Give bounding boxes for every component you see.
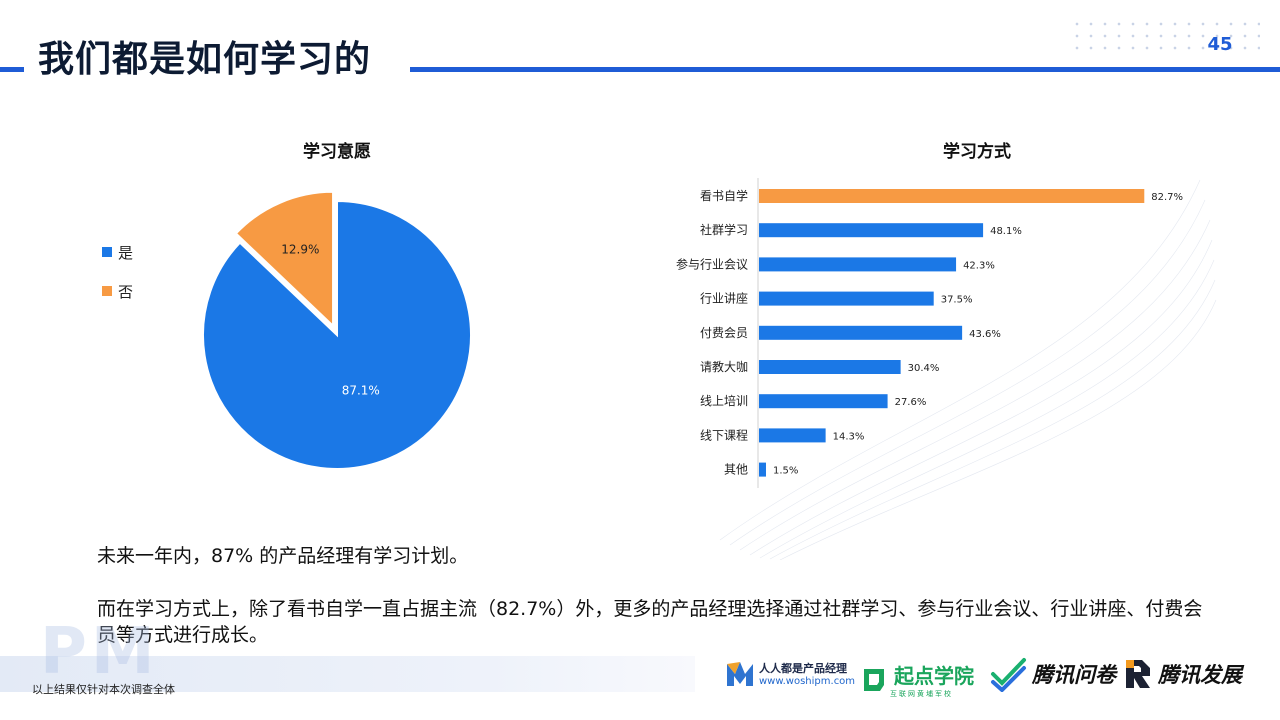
bar-6: [759, 394, 888, 409]
legend-item-yes: 是: [102, 242, 133, 262]
qidian-sub: 互联网黄埔军校: [890, 690, 953, 698]
bar-1: [759, 223, 984, 238]
page-number: 45: [1207, 34, 1233, 55]
bar-category-label: 社群学习: [700, 222, 748, 237]
title-stripe-left: [0, 67, 24, 72]
legend-item-no: 否: [102, 281, 133, 301]
bar-0: [759, 189, 1145, 203]
bar-value-label: 27.6%: [895, 397, 927, 408]
wenjuan-name: 腾讯问卷: [1032, 663, 1116, 687]
fazhan-name: 腾讯发展: [1158, 663, 1242, 687]
bar-value-label: 1.5%: [773, 466, 798, 477]
bar-category-label: 线上培训: [700, 393, 748, 408]
bar-category-label: 看书自学: [700, 188, 748, 203]
wenjuan-check-icon: [991, 658, 1026, 692]
renren-url: www.woshipm.com: [759, 675, 856, 687]
bar-value-label: 37.5%: [941, 295, 973, 306]
bar-chart: 看书自学 82.7% 社群学习 48.1% 参与行业会议 42.3% 行业讲座 37.5% 付费…: [676, 178, 1183, 488]
bar-category-label: 付费会员: [700, 326, 748, 340]
dot-grid-decoration: [1070, 18, 1260, 52]
logo-renren: 人人都是产品经理 www.woshipm.com: [725, 658, 855, 688]
bar-2: [759, 257, 957, 272]
background-wave-decoration: [719, 179, 1217, 560]
legend-label-yes: 是: [118, 243, 134, 262]
bar-8: [759, 462, 766, 477]
bar-category-label: 线下课程: [700, 427, 748, 442]
title-stripe-right: [410, 67, 1280, 72]
bar-value-label: 48.1%: [990, 226, 1022, 237]
legend-swatch-yes: [102, 247, 112, 257]
bar-value-label: 82.7%: [1151, 192, 1183, 203]
summary-line-2: 而在学习方式上，除了看书自学一直占据主流（82.7%）外，更多的产品经理选择通过…: [97, 598, 1203, 646]
bar-3: [759, 291, 934, 306]
bar-5: [759, 360, 901, 374]
footnote: 以上结果仅针对本次调查全体: [32, 683, 175, 696]
renren-name: 人人都是产品经理: [759, 661, 847, 675]
summary-line-1: 未来一年内，87% 的产品经理有学习计划。: [97, 545, 469, 567]
bar-category-label: 参与行业会议: [676, 256, 748, 271]
bar-value-label: 42.3%: [963, 260, 995, 271]
page-title: 我们都是如何学习的: [38, 39, 372, 80]
qidian-name: 起点学院: [894, 664, 974, 688]
bar-4: [759, 325, 963, 340]
legend-label-no: 否: [118, 282, 134, 301]
bar-value-label: 14.3%: [833, 431, 865, 442]
qidian-logo-icon: [864, 668, 884, 691]
bar-value-label: 43.6%: [969, 329, 1001, 340]
bar-category-label: 其他: [724, 463, 748, 477]
pie-slice-yes: [202, 199, 472, 470]
pie-label-no: 12.9%: [281, 242, 319, 256]
pie-chart: 87.1% 12.9%: [202, 190, 472, 470]
bar-category-label: 行业讲座: [700, 291, 748, 306]
renren-logo-icon: [727, 662, 753, 686]
logo-fazhan: 腾讯发展: [1122, 656, 1242, 692]
fazhan-logo-icon: [1126, 660, 1150, 688]
logo-wenjuan: 腾讯问卷: [990, 656, 1116, 692]
pie-chart-title: 学习意愿: [303, 142, 371, 162]
bar-category-label: 请教大咖: [700, 359, 748, 374]
bar-chart-title: 学习方式: [943, 142, 1011, 162]
pie-slice-no: [234, 190, 335, 329]
bar-7: [759, 428, 826, 443]
pie-label-yes: 87.1%: [342, 383, 380, 397]
logo-qidian: 起点学院 互联网黄埔军校: [862, 660, 974, 699]
bar-value-label: 30.4%: [908, 363, 940, 374]
footer-band: [0, 656, 695, 692]
pm-watermark: PM: [40, 615, 159, 689]
legend-swatch-no: [102, 286, 112, 296]
pie-legend: 是 否: [102, 242, 133, 320]
